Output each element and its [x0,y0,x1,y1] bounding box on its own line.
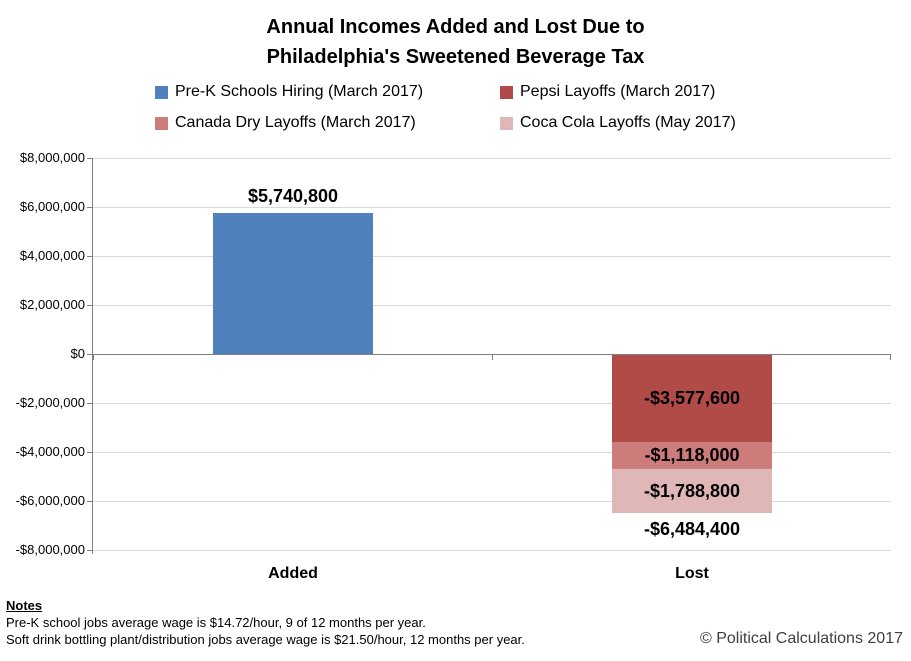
y-axis-label: $0 [70,346,85,361]
legend-label-coca-cola: Coca Cola Layoffs (May 2017) [520,114,736,131]
y-axis-label: $8,000,000 [19,150,85,165]
legend-item-prek: Pre-K Schools Hiring (March 2017) [155,82,500,102]
gridline [93,305,891,306]
y-axis-label: $4,000,000 [19,248,85,263]
legend-item-pepsi: Pepsi Layoffs (March 2017) [500,82,736,102]
category-axis-tick [93,354,94,360]
y-axis-label: -$2,000,000 [15,395,85,410]
gridline [93,550,891,551]
bar-segment [213,213,373,354]
copyright: © Political Calculations 2017 [699,630,903,647]
legend-label-pepsi: Pepsi Layoffs (March 2017) [520,83,716,100]
bar-value-label: -$1,788,800 [643,481,741,501]
bar-segment [612,469,772,513]
legend-swatch-pepsi [500,85,513,99]
gridline [93,256,891,257]
notes-heading: Notes [6,598,43,613]
y-axis-label: -$6,000,000 [15,493,85,508]
plot-area: $8,000,000 $6,000,000 $4,000,000 $2,000,000… [16,150,891,582]
y-axis-tick [87,501,92,502]
gridline [93,158,891,159]
y-axis-tick [87,305,92,306]
y-axis-label: -$4,000,000 [15,444,85,459]
category-axis-tick [492,354,493,360]
note-line-prek: Pre-K school jobs average wage is $14.72… [6,615,426,630]
legend-label-canada-dry: Canada Dry Layoffs (March 2017) [175,114,416,131]
chart-title: Annual Incomes Added and Lost Due to Phi… [0,12,911,72]
legend-item-coca-cola: Coca Cola Layoffs (May 2017) [500,113,736,133]
y-axis-tick [87,354,92,355]
legend-swatch-coca-cola [500,116,513,130]
bar-value-label: -$1,118,000 [644,445,740,465]
legend-label-prek: Pre-K Schools Hiring (March 2017) [175,83,424,100]
chart-title-line1: Annual Incomes Added and Lost Due to [266,16,645,38]
y-axis-line [92,158,93,554]
y-axis-tick [87,550,92,551]
y-axis-label: $2,000,000 [19,297,85,312]
legend-item-canada-dry: Canada Dry Layoffs (March 2017) [155,113,500,133]
category-label: Added [268,565,318,582]
notes: Notes Pre-K school jobs average wage is … [6,597,525,648]
bar-value-label: $5,740,800 [247,186,339,206]
gridline [93,403,891,404]
chart-title-line2: Philadelphia's Sweetened Beverage Tax [266,46,645,68]
y-axis-tick [87,256,92,257]
y-axis-label: $6,000,000 [19,199,85,214]
legend-swatch-canada-dry [155,116,168,130]
y-axis-tick [87,207,92,208]
note-line-soft-drink: Soft drink bottling plant/distribution j… [6,632,525,647]
bar-value-label: -$3,577,600 [643,388,741,408]
y-axis-tick [87,452,92,453]
chart-legend: Pre-K Schools Hiring (March 2017) Pepsi … [155,82,736,133]
bar-segment [612,442,772,469]
gridline [93,207,891,208]
bar-total-label: -$6,484,400 [643,519,741,539]
category-label: Lost [675,565,709,582]
gridline [93,452,891,453]
category-axis-tick [890,354,891,360]
legend-swatch-prek [155,85,168,99]
y-axis-tick [87,158,92,159]
y-axis-label: -$8,000,000 [15,542,85,557]
y-axis-tick [87,403,92,404]
gridline [93,501,891,502]
bar-segment [612,354,772,442]
